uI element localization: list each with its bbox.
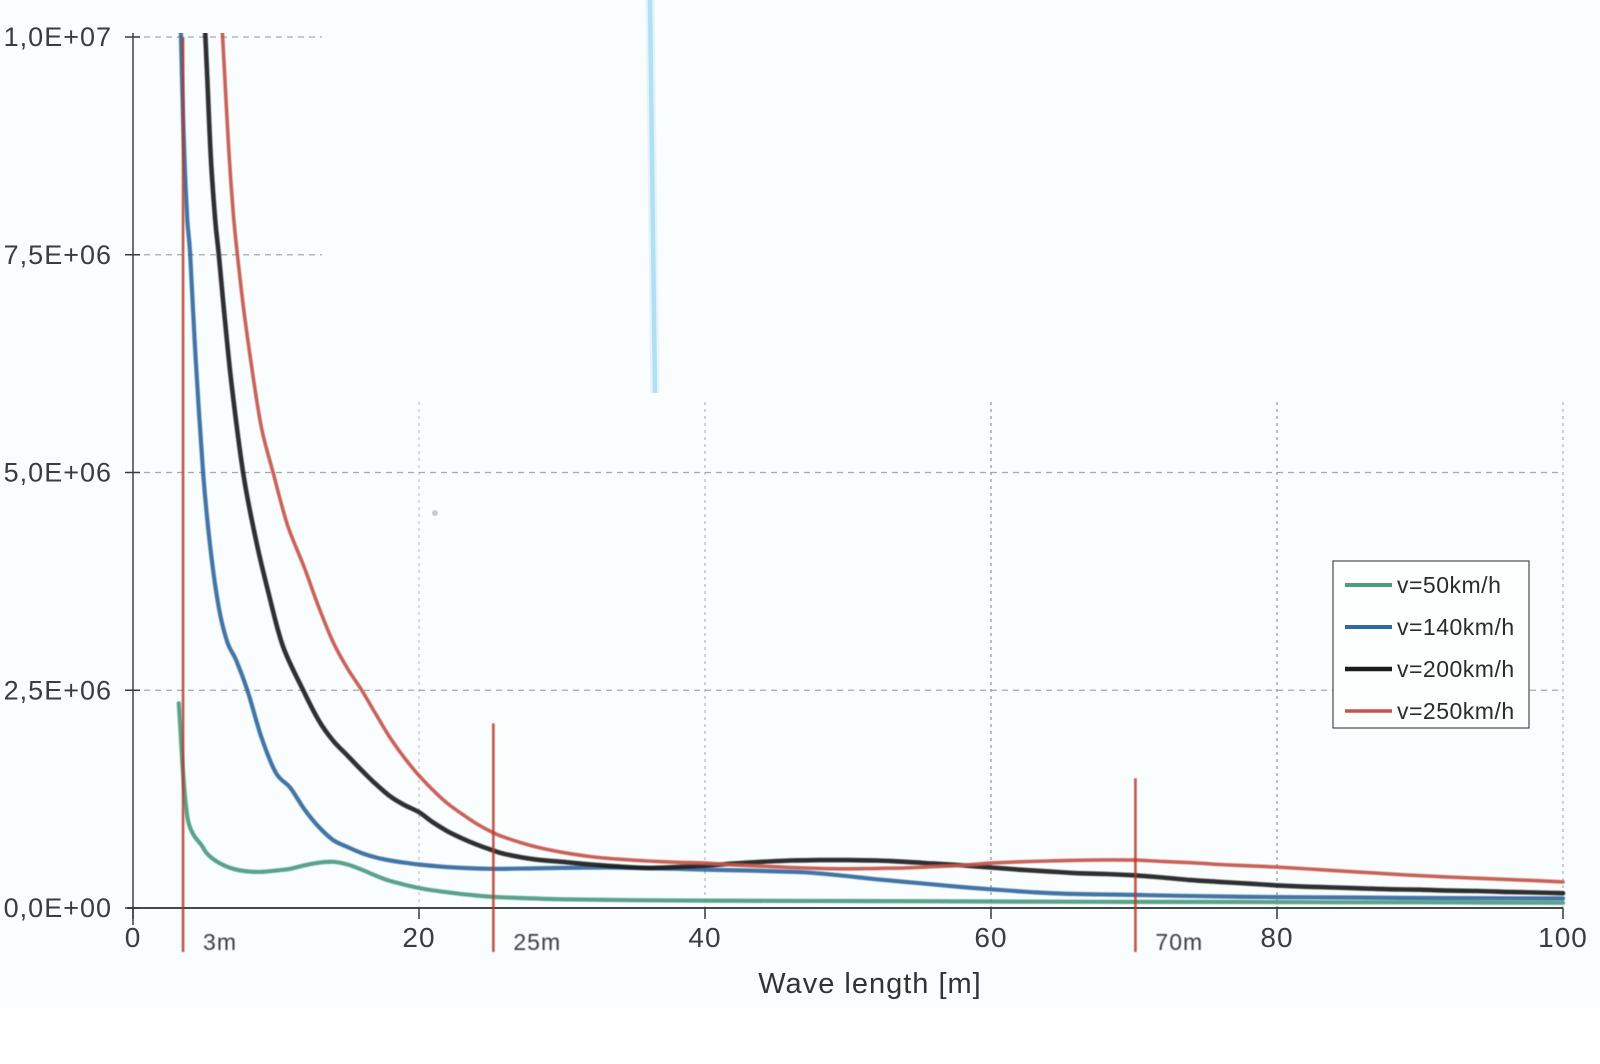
legend-item: v=140km/h: [1345, 614, 1515, 640]
scan-bottom-margin: [0, 1008, 1600, 1064]
x-tick-label-100: 100: [1538, 922, 1588, 953]
x-axis-title: Wave length [m]: [758, 968, 981, 1000]
x-tick-label-80: 80: [1260, 922, 1293, 953]
legend-item: v=250km/h: [1345, 698, 1515, 724]
scan-speck: [432, 510, 438, 516]
cyan-streak-icon: [647, 0, 658, 394]
legend-item: v=200km/h: [1345, 656, 1515, 682]
legend-box: [1332, 560, 1530, 729]
y-tick-label-5000000: 5,0E+06: [4, 458, 112, 488]
legend-label-v50: v=50km/h: [1397, 572, 1501, 598]
marker-label-25m: 25m: [513, 929, 561, 955]
x-tick-label-60: 60: [974, 922, 1007, 953]
y-tick-label-0: 0,0E+00: [4, 893, 112, 923]
x-tick-label-0: 0: [125, 922, 142, 953]
legend-label-v200: v=200km/h: [1397, 656, 1515, 682]
y-tick-label-2500000: 2,5E+06: [4, 675, 112, 705]
y-tick-label-7500000: 7,5E+06: [4, 240, 112, 270]
curve-v-200km-h: [202, 33, 1566, 896]
legend-label-v140: v=140km/h: [1397, 614, 1515, 640]
legend: v=50km/h v=140km/h v=200km/h v=250km/h: [1332, 560, 1530, 729]
axes: [125, 33, 1564, 925]
gridlines: [133, 36, 1564, 916]
y-tick-label-10000000: 1,0E+07: [4, 22, 112, 52]
curve-v-140km-h: [178, 33, 1566, 901]
marker-lines: 3m 25m 70m: [181, 37, 1203, 955]
x-tick-label-40: 40: [688, 922, 721, 953]
marker-label-3m: 3m: [203, 929, 237, 955]
legend-label-v250: v=250km/h: [1397, 698, 1515, 724]
legend-item: v=50km/h: [1345, 572, 1501, 598]
curve-v-250km-h: [220, 33, 1565, 884]
data-curves: [176, 33, 1566, 905]
axis-tick-labels: 0 20 40 60 80 100 0,0E+00 2,5E+06 5,0E+06 7,5E+06…: [4, 22, 1588, 953]
curve-v-50km-h: [176, 701, 1566, 905]
marker-label-70m: 70m: [1155, 929, 1203, 955]
x-tick-label-20: 20: [402, 922, 435, 953]
